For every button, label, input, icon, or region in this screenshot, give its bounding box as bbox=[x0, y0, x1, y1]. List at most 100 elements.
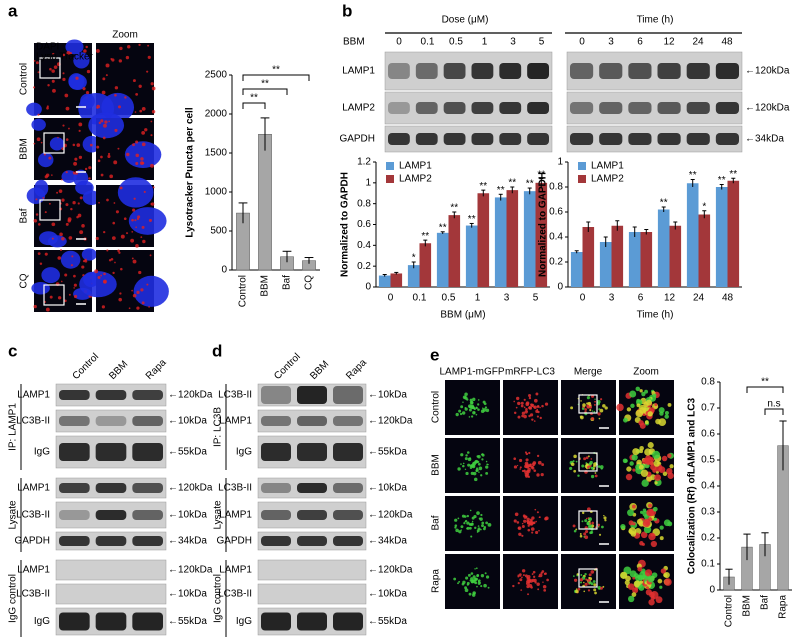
puncta bbox=[623, 417, 628, 423]
puncta bbox=[658, 407, 665, 414]
puncta bbox=[532, 570, 536, 574]
puncta bbox=[72, 201, 76, 205]
marker-label: ←10kDa bbox=[368, 589, 407, 600]
puncta bbox=[120, 267, 123, 271]
puncta bbox=[71, 255, 74, 258]
puncta bbox=[455, 412, 459, 417]
puncta bbox=[59, 232, 63, 237]
column-label: Zoom bbox=[633, 367, 659, 378]
puncta bbox=[151, 86, 156, 91]
puncta bbox=[543, 588, 547, 592]
puncta bbox=[132, 208, 136, 212]
puncta bbox=[536, 473, 540, 477]
puncta bbox=[583, 581, 585, 584]
puncta bbox=[653, 517, 658, 521]
puncta bbox=[523, 406, 526, 409]
blot bbox=[257, 559, 367, 581]
puncta bbox=[585, 578, 588, 581]
puncta bbox=[514, 512, 519, 517]
band bbox=[570, 63, 594, 79]
puncta bbox=[482, 400, 486, 404]
puncta bbox=[538, 529, 540, 532]
y-tick-label: 0 bbox=[221, 265, 227, 276]
puncta bbox=[585, 529, 589, 534]
puncta bbox=[467, 457, 472, 462]
significance-star: ** bbox=[497, 185, 505, 196]
puncta bbox=[586, 396, 590, 400]
row-label: IgG bbox=[34, 616, 50, 627]
puncta bbox=[457, 517, 460, 520]
puncta bbox=[532, 461, 537, 465]
puncta bbox=[584, 408, 588, 411]
puncta bbox=[139, 109, 143, 113]
bar bbox=[657, 209, 670, 287]
band bbox=[132, 612, 163, 631]
puncta bbox=[486, 463, 489, 466]
puncta bbox=[136, 306, 140, 310]
row-label: LAMP1 bbox=[17, 565, 50, 576]
puncta bbox=[134, 219, 137, 222]
puncta bbox=[536, 415, 539, 418]
puncta bbox=[73, 274, 76, 278]
puncta bbox=[125, 232, 129, 235]
blot bbox=[55, 607, 167, 636]
puncta bbox=[480, 409, 485, 414]
puncta bbox=[114, 128, 118, 132]
puncta bbox=[472, 397, 476, 401]
band bbox=[261, 483, 291, 493]
puncta bbox=[530, 403, 533, 407]
puncta bbox=[667, 453, 672, 459]
puncta bbox=[527, 475, 530, 478]
marker-label: ←120kDa bbox=[745, 66, 790, 77]
puncta bbox=[600, 586, 603, 590]
marker-label: ←10kDa bbox=[168, 416, 207, 427]
puncta bbox=[464, 519, 468, 523]
y-tick-label: 1000 bbox=[205, 187, 228, 198]
band bbox=[132, 416, 163, 426]
group-label: IgG control bbox=[213, 574, 224, 623]
puncta bbox=[470, 577, 474, 581]
puncta bbox=[638, 521, 645, 527]
y-tick-label: 0.6 bbox=[701, 429, 715, 440]
puncta bbox=[457, 467, 461, 471]
blot-background bbox=[384, 91, 553, 125]
puncta bbox=[467, 573, 471, 577]
puncta bbox=[468, 592, 472, 596]
puncta bbox=[532, 521, 536, 525]
marker-label: ←10kDa bbox=[168, 589, 207, 600]
puncta bbox=[572, 524, 576, 528]
puncta bbox=[620, 523, 626, 530]
puncta bbox=[470, 535, 473, 538]
puncta bbox=[593, 467, 595, 470]
puncta bbox=[521, 522, 524, 525]
puncta bbox=[641, 479, 649, 487]
zoom-box bbox=[43, 132, 65, 154]
micrograph bbox=[561, 496, 616, 551]
puncta bbox=[56, 191, 59, 194]
puncta bbox=[60, 280, 63, 283]
lane-label: 3 bbox=[510, 37, 516, 48]
puncta bbox=[150, 120, 153, 123]
x-tick-label: Baf bbox=[282, 275, 293, 290]
significance-star: ** bbox=[537, 169, 545, 180]
puncta bbox=[113, 202, 116, 204]
puncta bbox=[150, 202, 155, 206]
micrograph bbox=[445, 554, 500, 609]
puncta bbox=[478, 517, 481, 520]
puncta bbox=[588, 467, 591, 469]
puncta bbox=[88, 177, 91, 180]
puncta bbox=[577, 474, 580, 477]
band bbox=[657, 102, 681, 114]
puncta bbox=[466, 514, 470, 518]
puncta bbox=[521, 534, 524, 537]
puncta bbox=[476, 531, 479, 533]
panel-letter: c bbox=[8, 341, 17, 360]
puncta bbox=[103, 123, 107, 128]
significance-bracket bbox=[242, 88, 288, 95]
band bbox=[599, 63, 623, 79]
row-label: GAPDH bbox=[339, 134, 375, 145]
puncta bbox=[83, 49, 87, 53]
puncta bbox=[655, 596, 663, 604]
puncta bbox=[147, 44, 150, 47]
